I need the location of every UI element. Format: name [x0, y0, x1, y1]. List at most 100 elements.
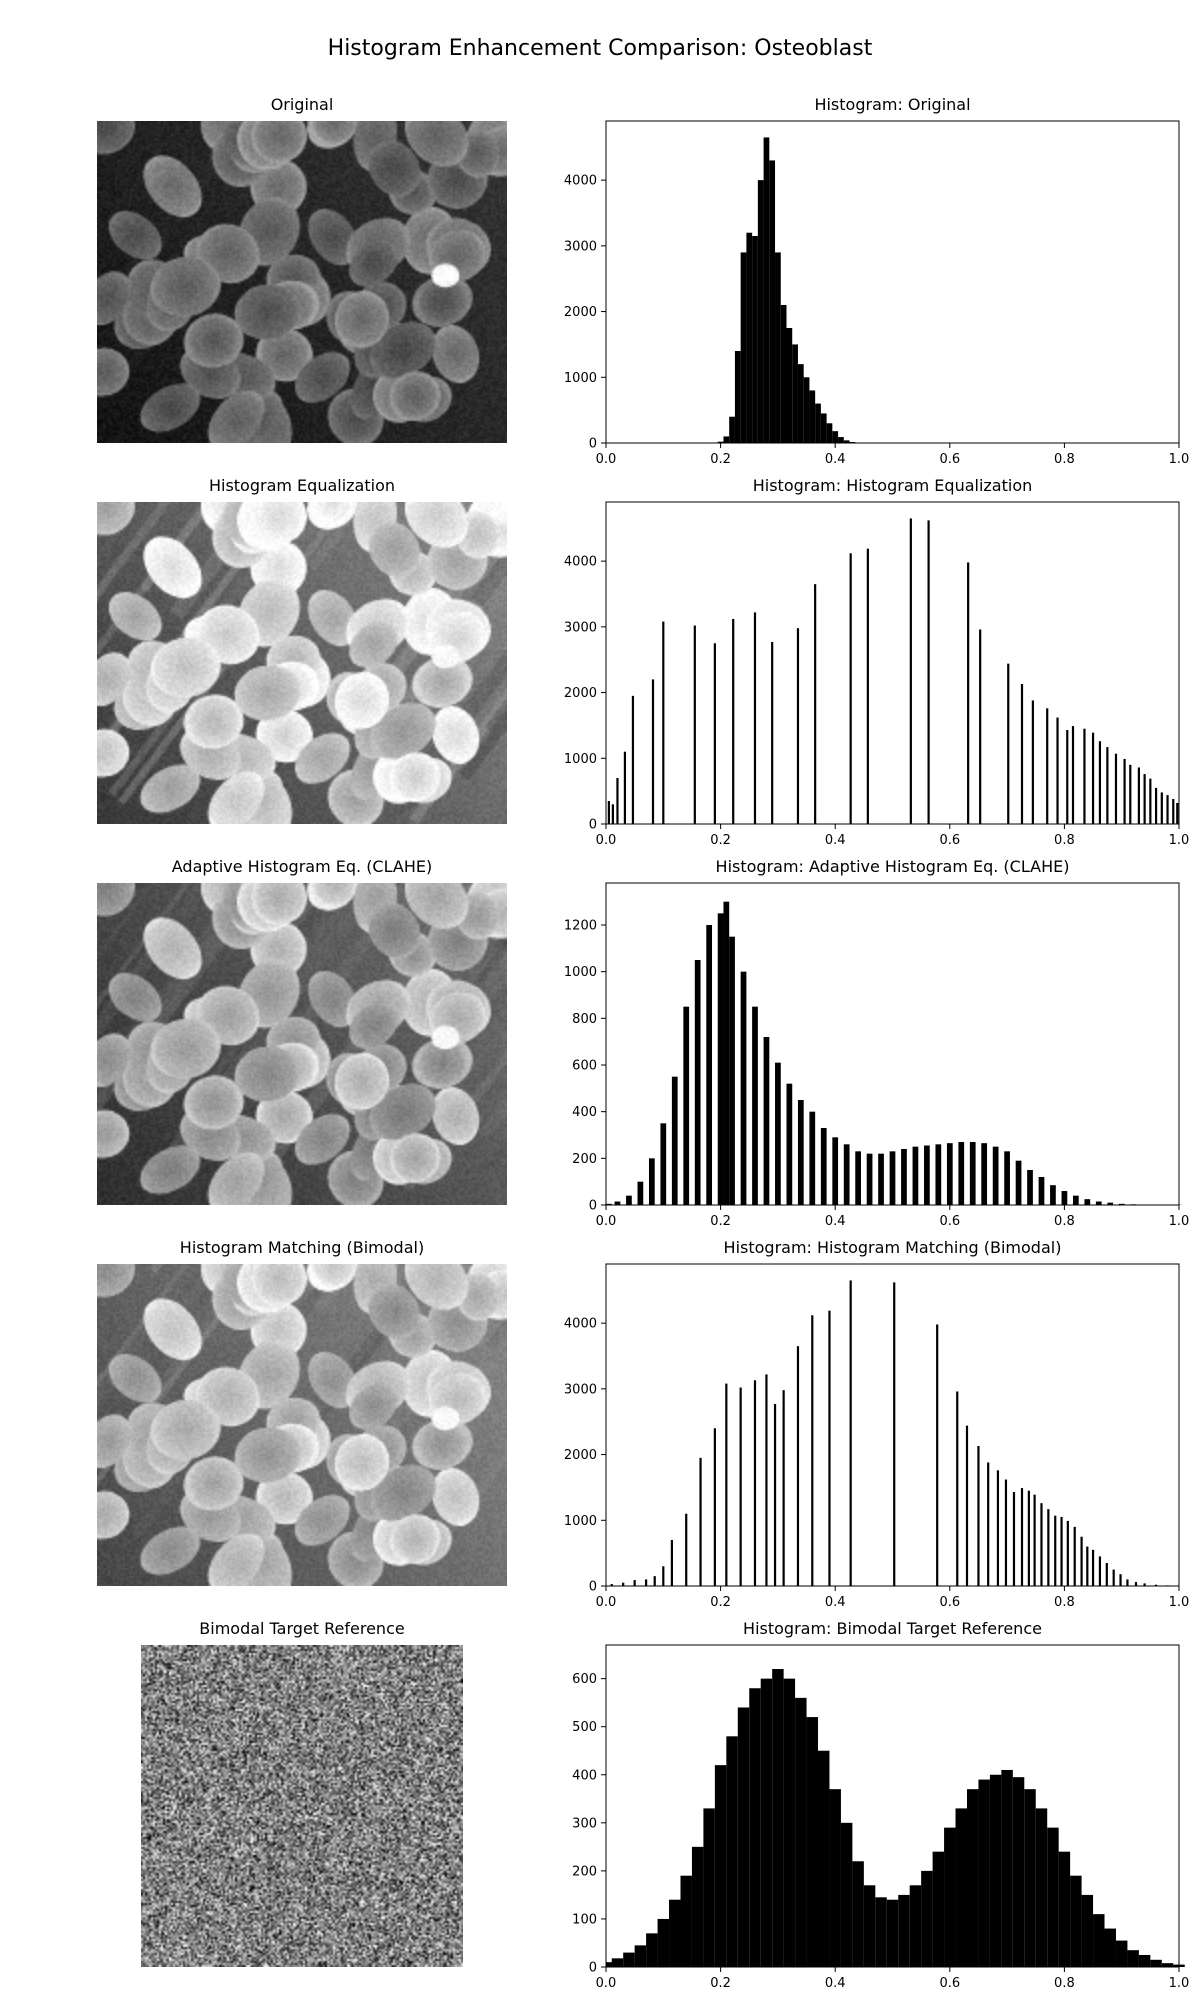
- histogram-bar: [803, 377, 810, 443]
- histogram-bar: [717, 441, 724, 443]
- histogram-bar: [714, 1765, 727, 1967]
- image-panel-title: Bimodal Target Reference: [199, 1619, 405, 1638]
- histogram-bar: [909, 518, 912, 824]
- histogram-bar: [729, 416, 735, 443]
- x-tick-label: 0.8: [1054, 1976, 1075, 1991]
- histogram-bar: [1060, 1517, 1063, 1586]
- x-tick-label: 0.2: [710, 1595, 731, 1610]
- x-tick-label: 1.0: [1169, 1214, 1190, 1229]
- histogram-bar: [662, 621, 665, 824]
- histogram-bar: [924, 1145, 930, 1205]
- histogram-bar: [734, 351, 741, 443]
- histogram-bar: [1107, 1202, 1114, 1205]
- histogram-bar: [1172, 799, 1175, 824]
- y-tick-label: 400: [572, 1105, 597, 1120]
- histogram-bar: [796, 1346, 800, 1586]
- x-tick-label: 0.0: [596, 1214, 617, 1229]
- histogram-bar: [849, 553, 852, 824]
- histogram-chart: 0.0 0.2 0.4 0.6 0.8 1.0 0 100 200 300 400 500 600: [572, 1644, 1189, 1991]
- histogram-bars: [606, 901, 1182, 1205]
- histogram-bar: [725, 1383, 728, 1586]
- histogram-bar: [623, 1952, 635, 1967]
- histogram-bar: [1093, 1914, 1105, 1967]
- histogram-bar: [1095, 1201, 1102, 1205]
- histogram-bar: [1098, 741, 1102, 824]
- x-tick-label: 0.4: [825, 1595, 846, 1610]
- x-tick-label: 1.0: [1169, 452, 1190, 467]
- histogram-bar: [757, 180, 764, 443]
- histogram-bar: [832, 1137, 839, 1205]
- histogram-bar: [769, 160, 776, 443]
- histogram-bar: [691, 1846, 704, 1967]
- y-tick-label: 200: [572, 1864, 597, 1879]
- histogram-bar: [1012, 1492, 1016, 1586]
- histogram-bar: [855, 1151, 861, 1205]
- x-tick-label: 0.6: [939, 1976, 960, 1991]
- histogram-bar: [626, 1195, 632, 1205]
- histogram-bar: [1084, 1199, 1091, 1205]
- x-tick-label: 0.2: [710, 833, 731, 848]
- x-tick-label: 1.0: [1169, 1595, 1190, 1610]
- histogram-bars: [717, 137, 861, 443]
- histogram-bar: [826, 423, 833, 443]
- histogram-bar: [752, 236, 758, 443]
- histogram-bar: [843, 1144, 850, 1205]
- histogram-bar: [1134, 1582, 1138, 1586]
- y-tick-label: 800: [572, 1012, 597, 1027]
- histogram-bar: [763, 1037, 770, 1205]
- microscopy-image: [97, 1264, 507, 1586]
- histogram-bar: [606, 1203, 612, 1205]
- histogram-bar: [614, 1201, 621, 1205]
- histogram-bar: [818, 1750, 830, 1967]
- x-tick-label: 0.8: [1054, 1595, 1075, 1610]
- histogram-bar: [1047, 1827, 1059, 1967]
- histogram-bar: [866, 1153, 873, 1205]
- y-tick-label: 2000: [564, 305, 597, 320]
- histogram-bar: [1033, 1494, 1036, 1586]
- x-tick-label: 0.2: [710, 1214, 731, 1229]
- histogram-bar: [753, 1380, 757, 1586]
- x-tick-label: 0.2: [710, 1976, 731, 1991]
- histogram-bar: [645, 1579, 648, 1586]
- histogram-bar: [852, 1861, 864, 1967]
- image-canvas: [97, 883, 507, 1205]
- histogram-bar: [1118, 1203, 1125, 1205]
- histogram-bar: [780, 305, 787, 443]
- histogram-bar: [795, 1697, 807, 1967]
- histogram-bar: [1126, 1579, 1129, 1586]
- histogram-bar: [1083, 728, 1086, 824]
- histogram-bar: [772, 1669, 784, 1967]
- histogram-bar: [1114, 753, 1118, 824]
- y-tick-label: 100: [572, 1912, 597, 1927]
- histogram-bar: [713, 643, 716, 824]
- histogram-bar: [703, 1808, 715, 1967]
- histogram-bar: [1027, 1490, 1030, 1586]
- histogram-bar: [893, 1282, 896, 1586]
- y-tick-label: 400: [572, 1768, 597, 1783]
- histogram-bar: [978, 1779, 990, 1967]
- histogram-bar: [843, 440, 850, 443]
- histogram-bar: [927, 520, 930, 824]
- image-canvas: [97, 1264, 507, 1586]
- x-tick-label: 0.4: [825, 833, 846, 848]
- histogram-bar: [1038, 1177, 1045, 1205]
- histogram-bar: [797, 364, 804, 443]
- x-tick-label: 0.0: [596, 1595, 617, 1610]
- histogram-bar: [898, 1894, 910, 1967]
- histogram-bar: [1004, 1151, 1010, 1205]
- histogram-bar: [1054, 1515, 1057, 1586]
- histogram-bar: [1071, 726, 1075, 824]
- histogram-bar: [909, 1885, 922, 1967]
- histogram-bar: [752, 1006, 758, 1205]
- histogram-bar: [849, 1280, 852, 1586]
- histogram-bar: [611, 804, 614, 824]
- histogram-bar: [1129, 764, 1132, 824]
- x-tick-label: 0.6: [939, 1595, 960, 1610]
- histogram-bar: [1072, 1195, 1079, 1205]
- histogram-bar: [992, 1146, 999, 1205]
- histogram-bar: [966, 1789, 979, 1967]
- histogram-bar: [713, 1428, 716, 1586]
- histogram-bar: [981, 1143, 988, 1205]
- histogram-bar: [987, 1462, 990, 1586]
